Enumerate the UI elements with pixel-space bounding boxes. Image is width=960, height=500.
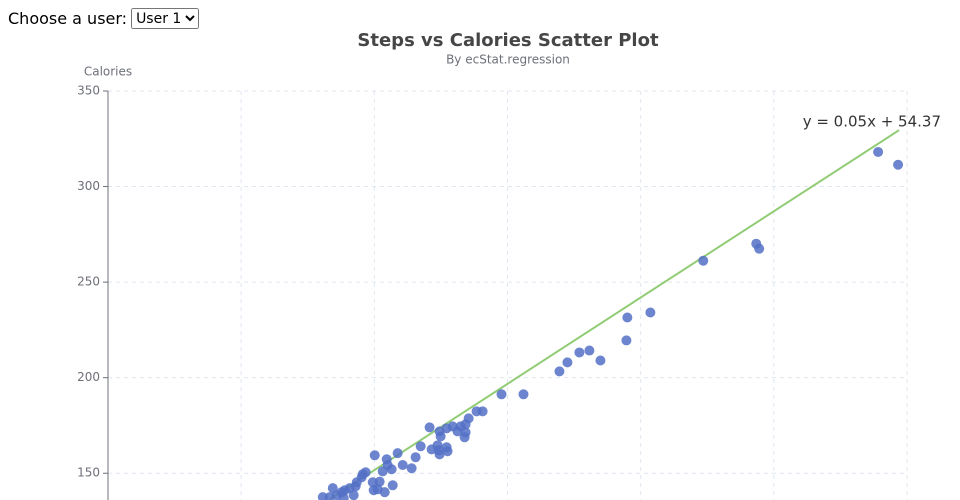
point [368, 485, 379, 496]
point [471, 406, 482, 417]
point [554, 366, 565, 377]
point [406, 463, 417, 474]
regression-line [329, 129, 900, 500]
point [338, 493, 349, 500]
point [459, 432, 470, 443]
y-tick-label: 250 [77, 275, 100, 289]
point [562, 357, 573, 368]
point [415, 441, 426, 452]
user-select[interactable]: User 1 [131, 8, 200, 29]
selector-label: Choose a user: [8, 9, 128, 28]
point [410, 452, 421, 463]
point [433, 445, 444, 456]
point [424, 422, 435, 433]
point [893, 159, 904, 170]
point [317, 492, 328, 500]
user-selector: Choose a user: User 1 [8, 8, 200, 29]
point [442, 446, 453, 457]
point [496, 389, 507, 400]
point [434, 426, 445, 437]
point [645, 307, 656, 318]
point [369, 450, 380, 461]
point [622, 312, 633, 323]
point [387, 480, 398, 491]
point [584, 345, 595, 356]
point [397, 460, 408, 471]
point [379, 487, 390, 498]
y-axis-label: Calories [84, 65, 132, 79]
point [377, 466, 388, 477]
y-tick-label: 300 [77, 179, 100, 193]
point [574, 347, 585, 358]
point [595, 355, 606, 366]
chart-subtitle: By ecStat.regression [446, 53, 570, 67]
point [518, 389, 529, 400]
point [381, 454, 392, 465]
regression-label: y = 0.05x + 54.37 [803, 113, 941, 131]
point [348, 490, 359, 500]
y-tick-label: 150 [77, 466, 100, 480]
point [873, 146, 884, 157]
point [392, 448, 403, 459]
point [621, 335, 632, 346]
chart-title: Steps vs Calories Scatter Plot [357, 30, 659, 51]
point [367, 477, 378, 488]
y-tick-label: 350 [77, 84, 100, 98]
point [698, 255, 709, 266]
y-tick-label: 200 [77, 370, 100, 384]
point [754, 243, 765, 254]
